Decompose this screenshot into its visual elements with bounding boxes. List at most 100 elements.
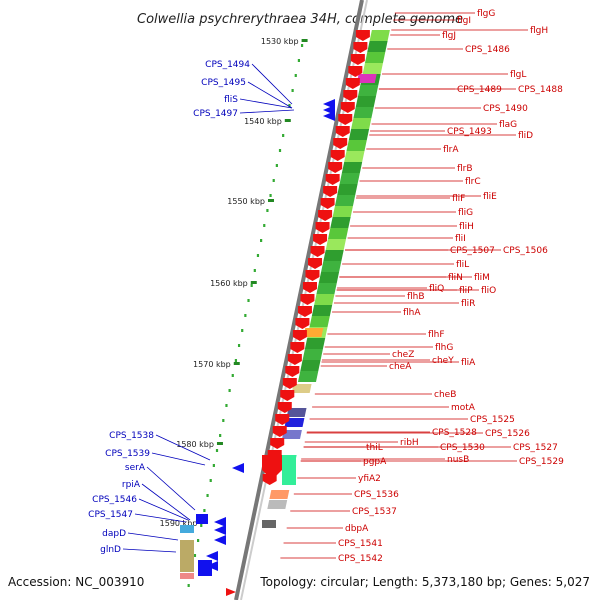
cog-block [341,162,363,173]
cog-block [346,140,367,151]
forward-cds-arrow [333,138,348,149]
cog-block [297,371,319,382]
cog-block [284,418,305,427]
gene-label: flhB [407,292,425,302]
backbone-line [234,0,364,600]
position-dot [275,164,278,167]
position-dot [197,539,200,542]
position-dot [237,344,241,347]
callout-line [151,452,206,466]
gene-label: fliD [518,131,533,141]
forward-cds-arrow [305,270,320,281]
gene-label: CPS_1526 [485,429,530,439]
gene-label: motA [451,403,476,413]
position-dot [266,209,269,212]
position-dot [244,314,247,317]
position-dot [269,194,272,197]
forward-cds-arrow [355,30,370,41]
callout-line [122,548,177,553]
gene-label: CPS_1525 [470,415,515,425]
callout-line [155,434,211,461]
cog-block [282,455,296,485]
forward-cds-arrow [345,78,360,89]
reverse-cds-arrow [232,463,244,473]
cog-block [267,500,288,509]
position-dot [247,299,250,302]
forward-cds-arrow [328,162,343,173]
cog-block [282,430,302,439]
cog-block [356,74,377,83]
gene-label: cheZ [392,350,414,360]
forward-cds-arrow [262,455,282,480]
gene-label: CPS_1530 [440,443,485,453]
forward-cds-arrow [350,54,365,65]
cog-block [325,239,347,250]
gene-label: serA [125,463,146,473]
position-dot [282,134,285,137]
gene-label: fliP [459,286,473,296]
cog-block [303,328,324,337]
gene-label: yfiA2 [358,474,381,484]
forward-cds-arrow [302,282,317,293]
kbp-label: 1550 kbp [227,197,265,206]
gene-label: CPS_1507 [450,246,495,256]
gene-label: flhF [428,330,445,340]
forward-cds-arrow [343,90,358,101]
gene-label: fliE [483,192,497,202]
gene-label: CPS_1537 [352,507,397,517]
forward-cds-arrow [280,390,295,401]
gene-label: rpiA [122,480,141,490]
gene-label: flrA [443,145,459,155]
gene-label: CPS_1489 [457,85,502,95]
forward-cds-arrow [320,198,335,209]
reverse-cds-block [198,560,212,576]
gene-label: flhA [403,308,421,318]
forward-cds-arrow [353,42,368,53]
forward-cds-arrow [297,306,312,317]
reverse-cds-arrow [214,525,226,535]
gene-label: nusB [447,455,469,465]
kbp-tick [250,281,257,284]
cog-block [353,107,374,118]
position-dot [278,149,282,152]
gene-label: CPS_1542 [338,554,383,564]
forward-cds-arrow [226,588,236,596]
reverse-cds-arrow [323,111,335,121]
forward-cds-arrow [308,258,323,269]
cog-block [362,63,383,74]
callout-line [239,98,293,109]
cog-block [180,540,194,572]
position-dot [300,44,304,47]
callout-line [134,513,187,523]
gene-label: flgJ [442,31,456,41]
position-dot [200,524,203,527]
cog-block [180,525,194,533]
cog-block [321,261,342,272]
cog-block [180,573,194,579]
kbp-tick [216,442,223,445]
kbp-label: 1590 kbp [160,519,198,528]
gene-label: CPS_1541 [338,539,383,549]
gene-label: flgG [477,9,495,19]
gene-label: flgL [510,70,526,80]
callout-line [146,466,196,511]
cog-block [300,360,321,371]
forward-cds-arrow [287,354,302,365]
map-title: Colwellia psychrerythraea 34H, complete … [137,12,463,27]
forward-cds-arrow [313,234,328,245]
position-dot [215,449,219,452]
forward-cds-arrow [348,66,363,77]
gene-label: pgpA [363,457,387,467]
callout-line [127,532,179,541]
accession-label: Accession: NC_003910 [8,575,144,589]
forward-cds-arrow [338,114,353,125]
cog-block [355,96,377,107]
gene-label: fliN [448,273,463,283]
forward-cds-arrow [270,438,285,449]
gene-label: thiL [366,443,383,453]
forward-cds-arrow [290,342,305,353]
kbp-label: 1540 kbp [244,117,282,126]
gene-label: CPS_1486 [465,45,510,55]
position-dot [294,74,297,77]
